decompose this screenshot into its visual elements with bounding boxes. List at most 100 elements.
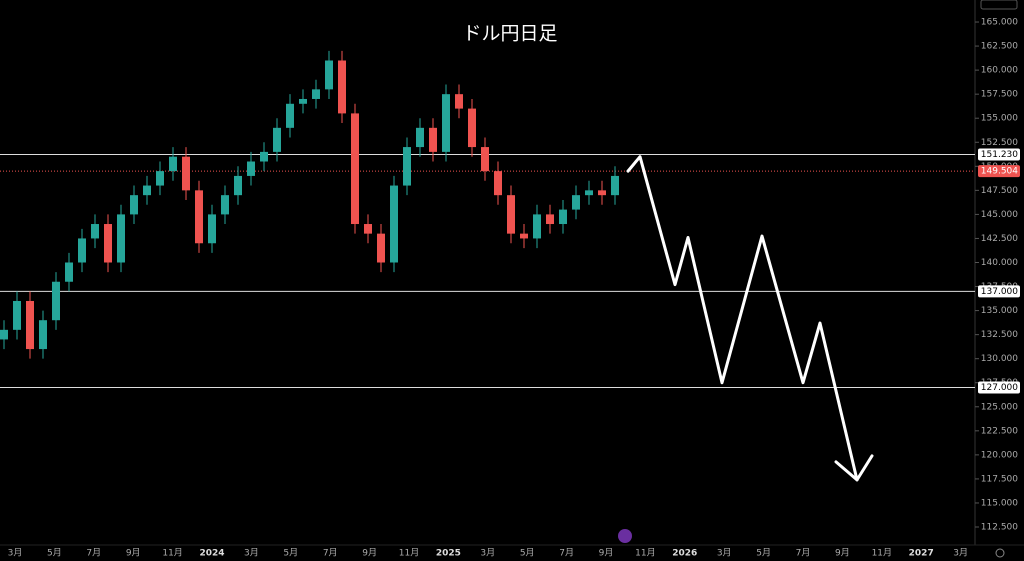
candle-body (0, 329, 8, 340)
candle-body (247, 161, 255, 176)
candle-body (273, 127, 281, 152)
x-tick-label: 7月 (796, 548, 811, 559)
x-tick-label: 11月 (399, 548, 419, 559)
x-tick-label: 11月 (872, 548, 892, 559)
y-tick-label: 140.000 (981, 258, 1018, 268)
settings-icon[interactable] (995, 548, 1005, 558)
x-tick-label: 9月 (599, 548, 614, 559)
x-tick-label: 9月 (362, 548, 377, 559)
y-tick-label: 130.000 (981, 354, 1018, 364)
x-tick-label: 9月 (835, 548, 850, 559)
candle-body (442, 94, 450, 152)
candle-body (325, 60, 333, 90)
y-tick-label: 125.000 (981, 402, 1018, 412)
candle-body (156, 171, 164, 186)
x-tick-label: 3月 (244, 548, 259, 559)
candle-body (533, 214, 541, 239)
candle-body (169, 156, 177, 172)
y-tick-label: 135.000 (981, 306, 1018, 316)
y-tick-label: 132.500 (981, 330, 1018, 340)
y-tick-label: 145.000 (981, 210, 1018, 220)
y-tick-label: 160.000 (981, 66, 1018, 76)
candle-body (182, 156, 190, 191)
candle-body (351, 113, 359, 225)
y-tick-label: 162.500 (981, 42, 1018, 52)
candle-body (260, 151, 268, 162)
y-tick-label: 155.000 (981, 114, 1018, 124)
candle-body (91, 224, 99, 239)
candle-body (520, 233, 528, 239)
x-tick-label: 2025 (436, 549, 461, 559)
candle-body (195, 190, 203, 244)
level-label-bg (978, 285, 1020, 298)
y-tick-label: 122.500 (981, 426, 1018, 436)
x-tick-label: 5月 (283, 548, 298, 559)
x-tick-label: 11月 (162, 548, 182, 559)
x-tick-label: 3月 (953, 548, 968, 559)
chart-title: ドル円日足 (462, 23, 557, 45)
x-tick-label: 2024 (199, 549, 224, 559)
event-icon[interactable] (618, 529, 632, 543)
level-label-bg (978, 381, 1020, 394)
y-tick-label: 157.500 (981, 90, 1018, 100)
candle-body (208, 214, 216, 244)
x-tick-label: 5月 (756, 548, 771, 559)
current-price-label: 149.504 (981, 167, 1018, 177)
x-tick-label: 2026 (672, 549, 697, 559)
candle-body (403, 147, 411, 186)
y-tick-label: 152.500 (981, 138, 1018, 148)
candle-body (611, 175, 619, 196)
y-tick-label: 112.500 (981, 523, 1018, 533)
level-label-bg (978, 148, 1020, 161)
y-tick-label: 120.000 (981, 450, 1018, 460)
level-label: 151.230 (981, 150, 1018, 160)
candle-body (117, 214, 125, 263)
level-label: 127.000 (981, 383, 1018, 393)
candle-body (377, 233, 385, 263)
candle-body (286, 103, 294, 128)
x-tick-label: 3月 (8, 548, 23, 559)
x-tick-label: 7月 (559, 548, 574, 559)
level-label: 137.000 (981, 287, 1018, 297)
candle-body (390, 185, 398, 263)
candle-body (572, 195, 580, 210)
x-tick-label: 7月 (323, 548, 338, 559)
candle-body (39, 320, 47, 350)
candle-body (598, 190, 606, 196)
candle-body (494, 171, 502, 196)
x-tick-label: 11月 (635, 548, 655, 559)
y-tick-label: 115.000 (981, 498, 1018, 508)
x-tick-label: 3月 (717, 548, 732, 559)
candle-body (52, 281, 60, 321)
x-tick-label: 5月 (47, 548, 62, 559)
projection-arrowhead (834, 454, 874, 482)
y-tick-label: 147.500 (981, 186, 1018, 196)
candle-body (416, 127, 424, 148)
candle-body (234, 175, 242, 196)
y-tick-label: 165.000 (981, 18, 1018, 28)
candle-body (26, 300, 34, 350)
x-tick-label: 5月 (520, 548, 535, 559)
x-tick-label: 3月 (480, 548, 495, 559)
candle-body (312, 89, 320, 99)
candle-body (65, 262, 73, 282)
candle-body (143, 185, 151, 196)
x-tick-label: 7月 (86, 548, 101, 559)
candle-body (221, 195, 229, 215)
candle-body (429, 127, 437, 152)
current-price-bg (978, 165, 1020, 178)
candle-body (585, 190, 593, 196)
candle-body (299, 98, 307, 104)
x-tick-label: 9月 (126, 548, 141, 559)
y-tick-label: 142.500 (981, 234, 1018, 244)
candle-body (130, 195, 138, 215)
x-tick-label: 2027 (909, 549, 934, 559)
candle-body (455, 94, 463, 109)
candle-body (481, 147, 489, 172)
candle-body (13, 300, 21, 330)
symbol-box[interactable] (980, 0, 1018, 10)
candle-body (364, 224, 372, 234)
candle-body (338, 60, 346, 114)
